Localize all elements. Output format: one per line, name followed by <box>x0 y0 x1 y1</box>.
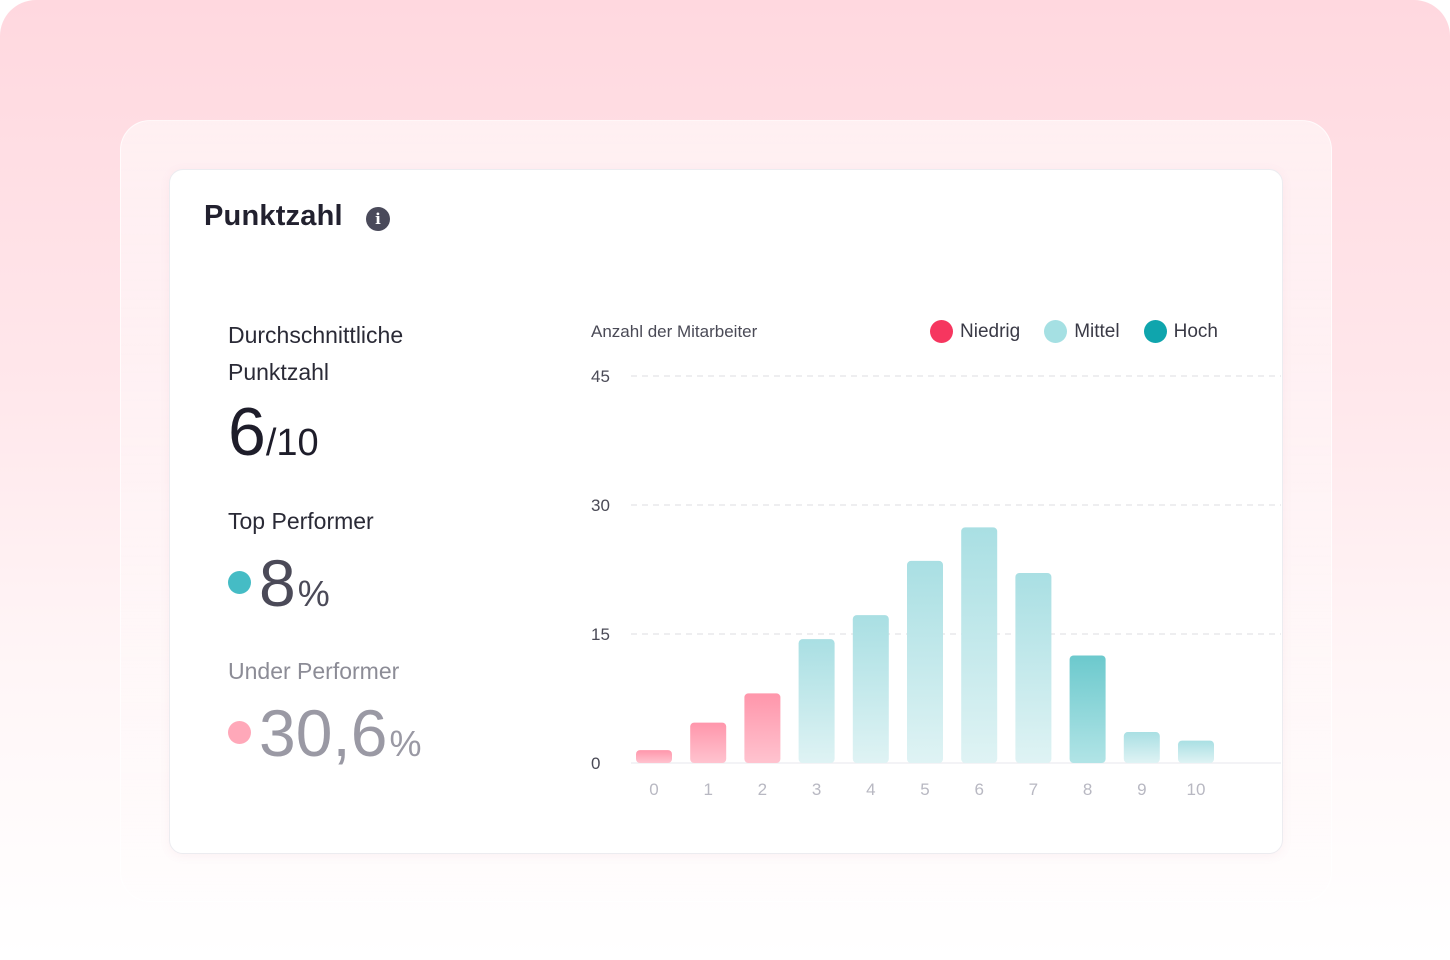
bar-5[interactable] <box>907 560 943 763</box>
under-performer-dot <box>228 721 251 744</box>
top-performer-suffix: % <box>297 573 330 614</box>
info-icon[interactable]: i <box>366 207 390 231</box>
average-score-label-line1: Durchschnittliche <box>228 322 404 348</box>
bar-0[interactable] <box>636 750 672 763</box>
average-score-value: 6/10 <box>228 392 319 483</box>
top-performer-label: Top Performer <box>228 508 374 534</box>
legend-item-niedrig: Niedrig <box>930 320 1020 343</box>
x-tick-label: 5 <box>920 780 929 799</box>
top-performer-dot <box>228 571 251 594</box>
under-performer-value: 30,6 % <box>228 700 421 766</box>
legend-label: Niedrig <box>960 320 1021 342</box>
legend-item-hoch: Hoch <box>1143 320 1218 343</box>
bar-7[interactable] <box>1015 572 1052 763</box>
under-performer-suffix: % <box>389 723 422 764</box>
average-score-number: 6 <box>228 394 266 470</box>
card-title: Punktzahl <box>204 200 343 232</box>
bar-2[interactable] <box>744 693 781 763</box>
under-performer-label: Under Performer <box>228 658 400 684</box>
score-card: Punktzahl i Durchschnittliche Punktzahl … <box>169 169 1283 854</box>
y-tick-label: 30 <box>591 496 610 515</box>
x-tick-label: 7 <box>1029 780 1038 799</box>
y-axis-label: Anzahl der Mitarbeiter <box>591 322 758 341</box>
bar-10[interactable] <box>1178 740 1214 763</box>
x-tick-label: 3 <box>812 780 821 799</box>
bar-1[interactable] <box>690 722 727 763</box>
legend-item-mittel: Mittel <box>1044 320 1120 343</box>
under-performer-number: 30,6 <box>259 696 388 770</box>
average-score-label-line2: Punktzahl <box>228 359 330 385</box>
x-tick-label: 8 <box>1083 780 1092 799</box>
chart-legend: Niedrig Mittel Hoch <box>930 320 1218 343</box>
legend-dot <box>1044 320 1068 343</box>
x-tick-label: 9 <box>1137 780 1146 799</box>
legend-label: Hoch <box>1173 320 1218 342</box>
bar-3[interactable] <box>798 639 835 763</box>
y-tick-label: 0 <box>591 754 600 773</box>
x-tick-label: 10 <box>1187 780 1206 799</box>
x-tick-label: 0 <box>649 780 658 799</box>
y-tick-label: 15 <box>591 625 610 644</box>
bar-4[interactable] <box>852 615 889 763</box>
bar-9[interactable] <box>1123 732 1160 763</box>
legend-dot <box>930 320 953 343</box>
x-tick-label: 4 <box>866 780 875 799</box>
average-score-suffix: /10 <box>265 422 319 464</box>
legend-label: Mittel <box>1074 320 1120 342</box>
x-tick-label: 6 <box>974 780 983 799</box>
x-tick-label: 2 <box>758 780 767 799</box>
x-tick-label: 1 <box>703 780 712 799</box>
bar-6[interactable] <box>961 527 998 763</box>
bar-8[interactable] <box>1069 655 1106 764</box>
top-performer-value: 8 % <box>228 550 330 616</box>
legend-dot <box>1143 320 1167 343</box>
top-performer-number: 8 <box>259 546 296 620</box>
y-tick-label: 45 <box>591 367 610 386</box>
